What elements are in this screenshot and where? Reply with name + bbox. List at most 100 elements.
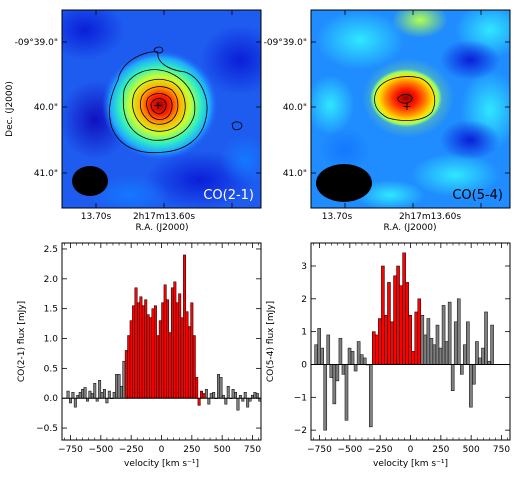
y-tick-label: −1 xyxy=(294,393,307,403)
spectrum-bar xyxy=(463,344,467,365)
co21-ylabel: Dec. (J2000) xyxy=(5,81,15,137)
spectrum-bar xyxy=(156,335,160,399)
spectrum-bar xyxy=(466,321,470,365)
spectrum-bar xyxy=(224,397,228,405)
spectrum-bar xyxy=(475,341,479,365)
x-tick-label: 250 xyxy=(432,445,449,455)
x-tick-label: 500 xyxy=(214,445,231,455)
spectrum-bar xyxy=(441,305,446,365)
spectrum-bar xyxy=(178,293,182,399)
spectrum-bar xyxy=(399,285,403,365)
co21-xlabel: R.A. (J2000) xyxy=(135,223,188,233)
spectrum-bar xyxy=(444,341,449,365)
spectrum-bar xyxy=(243,391,247,399)
spectrum-bar xyxy=(429,337,434,365)
spectrum-bar xyxy=(69,397,72,404)
spectrum-bar xyxy=(329,364,334,378)
spectrum-bar xyxy=(134,287,138,399)
co54-ytick-1: 40.0" xyxy=(283,103,307,113)
spectrum-bar xyxy=(204,389,208,399)
spectrum-bar xyxy=(438,347,443,365)
spectrum-bar xyxy=(338,337,343,365)
co21-contours xyxy=(109,46,243,154)
spectrum-bar xyxy=(246,397,250,408)
spectrum-bar xyxy=(456,298,461,365)
spectrum-bar xyxy=(71,391,75,399)
spectrum-bar xyxy=(129,320,133,399)
x-tick-label: −750 xyxy=(58,445,83,455)
map-co21: + CO(2-1) 13.70s 2h17m13.60s -09°39.0" 4… xyxy=(5,9,262,233)
spectrum-bar xyxy=(320,347,324,365)
x-tick-label: 0 xyxy=(159,445,165,455)
spectrum-bar xyxy=(183,254,187,399)
spectrum-bar xyxy=(417,298,422,365)
spectrum-bar xyxy=(460,364,464,375)
spectrum-bar xyxy=(209,393,213,399)
spectrum-bar xyxy=(146,314,150,399)
spectrum-bar xyxy=(122,360,126,399)
spectrum-bar xyxy=(387,282,391,365)
x-tick-label: 750 xyxy=(244,445,261,455)
spectrum-bar xyxy=(390,321,394,365)
spectrum-bar xyxy=(484,311,488,365)
spectrum-bar xyxy=(384,314,388,365)
spectrum-bar xyxy=(144,299,148,399)
co54-map-label: CO(5-4) xyxy=(452,188,503,203)
spectrum-bar xyxy=(335,364,340,382)
spectrum-bar xyxy=(139,296,143,399)
spectrum-bar xyxy=(255,393,259,399)
spectrum-bar xyxy=(472,364,476,385)
spectrum-bar xyxy=(341,364,346,375)
spectrum-bar xyxy=(372,331,376,365)
spectrum-bar xyxy=(381,265,385,365)
spectrum-bar xyxy=(83,387,87,399)
x-tick-label: 750 xyxy=(493,445,510,455)
spectrum-bar xyxy=(353,364,358,372)
spectrum-bar xyxy=(368,364,373,428)
spectrum-bar xyxy=(234,391,237,399)
spectrum-bar xyxy=(253,391,257,399)
spectrum-bar xyxy=(356,341,361,365)
spectrum-bar xyxy=(107,390,111,399)
y-tick-label: 1 xyxy=(301,328,307,338)
spectrum-bar xyxy=(66,390,70,399)
spectrum-bar xyxy=(414,311,419,365)
x-tick-label: −250 xyxy=(368,445,393,455)
spectrum-bar xyxy=(236,397,240,411)
spectrum-bar xyxy=(408,314,412,365)
spectrum-bar xyxy=(212,391,216,399)
co54-xtick-1: 2h17m13.60s xyxy=(399,212,461,222)
spectrum-bar xyxy=(350,351,355,365)
spectrum-bar xyxy=(161,302,165,399)
co21-map-label: CO(2-1) xyxy=(203,188,254,203)
x-axis-label: velocity [km s⁻¹] xyxy=(124,459,199,469)
spectrum-bar xyxy=(81,389,85,399)
spectrum-bar xyxy=(197,397,201,406)
spectrum-bar xyxy=(187,326,191,399)
spectrum-bar xyxy=(202,393,206,399)
spectrum-bar xyxy=(219,377,223,399)
spectrum-bar xyxy=(317,328,321,365)
y-tick-label: 2.0 xyxy=(44,275,59,285)
spectrum-bar xyxy=(93,383,97,399)
co54-peak-marker: + xyxy=(402,100,411,113)
spectrum-bar xyxy=(185,311,189,399)
spectrum-bar xyxy=(344,364,349,421)
spectrum-bar xyxy=(347,347,352,365)
spectrum-bar xyxy=(323,364,328,431)
spectrum-bar xyxy=(359,354,364,365)
co54-ytick-0: -09°39.0" xyxy=(264,38,307,48)
spectrum-bar xyxy=(207,397,211,405)
spectrum-bar xyxy=(153,305,157,399)
y-tick-label: 0.0 xyxy=(44,394,59,404)
spectrum-bar xyxy=(375,334,379,365)
co54-xtick-0: 13.70s xyxy=(322,212,353,222)
spectrum-bar xyxy=(112,391,116,399)
y-tick-label: 2.5 xyxy=(44,245,58,255)
co21-ytick-1: 40.0" xyxy=(34,103,58,113)
spectrum-bar xyxy=(175,302,179,399)
spectrum-bar xyxy=(362,357,367,365)
spectrum-bar xyxy=(426,318,431,365)
spectrum-bar xyxy=(124,350,128,399)
spectrum-bar xyxy=(98,380,102,399)
